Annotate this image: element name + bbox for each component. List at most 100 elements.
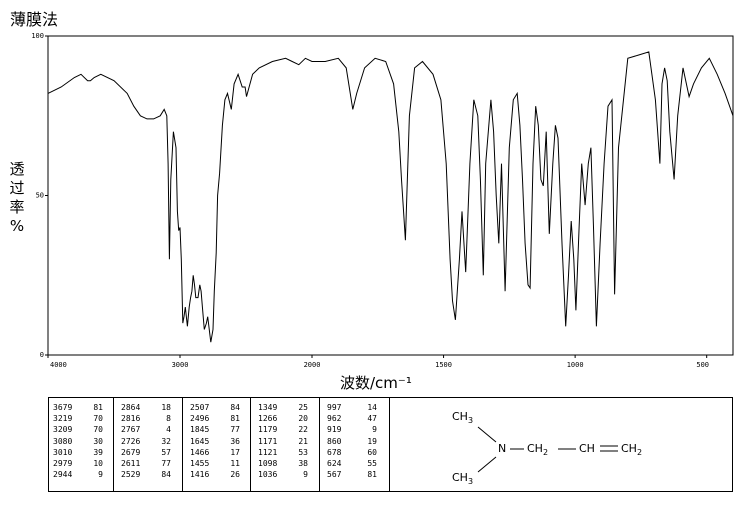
peak-transmittance: 19 <box>367 436 377 446</box>
x-tick-label: 500 <box>696 361 709 369</box>
peak-row: 2816 8 <box>121 413 171 424</box>
peak-column: 2864 18 2816 8 2767 4 2726 32 2679 57 2611 77 2529 84 <box>121 402 171 480</box>
peak-wavenumber: 567 <box>327 470 342 480</box>
peak-row: 2979 10 <box>53 458 103 469</box>
peak-transmittance: 39 <box>93 447 103 457</box>
peak-transmittance: 8 <box>166 414 171 424</box>
peak-wavenumber: 2507 <box>190 403 210 412</box>
peak-row: 997 14 <box>327 402 377 413</box>
peak-row: 3209 70 <box>53 424 103 435</box>
y-axis-label-char: 过 <box>9 179 25 197</box>
peak-wavenumber: 1179 <box>258 425 278 435</box>
peak-row: 2864 18 <box>121 402 171 413</box>
peak-transmittance: 11 <box>230 459 240 469</box>
plot-frame <box>47 35 734 356</box>
x-tick-label: 1500 <box>435 361 452 369</box>
peak-wavenumber: 919 <box>327 425 342 435</box>
peak-row: 2726 32 <box>121 436 171 447</box>
peak-wavenumber: 1455 <box>190 459 210 469</box>
peak-row: 3010 39 <box>53 447 103 458</box>
peak-row: 2679 57 <box>121 447 171 458</box>
x-axis-label: 波数/cm⁻¹ <box>340 374 412 392</box>
peak-transmittance: 9 <box>98 470 103 480</box>
peak-transmittance: 70 <box>93 425 103 435</box>
peak-wavenumber: 3010 <box>53 447 73 457</box>
peak-wavenumber: 962 <box>327 414 342 424</box>
peak-row: 1098 38 <box>258 458 308 469</box>
peak-row: 3219 70 <box>53 413 103 424</box>
peak-wavenumber: 1121 <box>258 447 278 457</box>
y-axis-ticks: 0 50 100 <box>31 32 48 359</box>
peak-transmittance: 81 <box>93 403 103 412</box>
peak-row: 1266 20 <box>258 413 308 424</box>
peak-transmittance: 17 <box>230 447 240 457</box>
peak-row: 1179 22 <box>258 424 308 435</box>
peak-row: 2507 84 <box>190 402 240 413</box>
peak-transmittance: 26 <box>230 470 240 480</box>
methine-group: CH <box>579 442 595 455</box>
peak-row: 2767 4 <box>121 424 171 435</box>
y-axis-label: 透 过 率 % <box>8 160 26 236</box>
peak-wavenumber: 860 <box>327 436 342 446</box>
spectrum-line <box>47 51 734 343</box>
peak-row: 1455 11 <box>190 458 240 469</box>
peak-wavenumber: 1349 <box>258 403 278 412</box>
methyl-group: CH3 <box>452 410 474 426</box>
peak-wavenumber: 2496 <box>190 414 210 424</box>
peak-row: 624 55 <box>327 458 377 469</box>
peak-row: 1416 26 <box>190 469 240 480</box>
peak-wavenumber: 2529 <box>121 470 141 480</box>
peak-row: 1845 77 <box>190 424 240 435</box>
peak-wavenumber: 2944 <box>53 470 73 480</box>
peak-row: 3679 81 <box>53 402 103 413</box>
peak-row: 2944 9 <box>53 469 103 480</box>
peak-column: 3679 81 3219 70 3209 70 3080 30 3010 39 2979 10 2944… <box>53 402 103 480</box>
peak-wavenumber: 2767 <box>121 425 141 435</box>
peak-transmittance: 25 <box>298 403 308 412</box>
table-divider <box>182 398 183 491</box>
peak-wavenumber: 1416 <box>190 470 210 480</box>
peak-transmittance: 21 <box>298 436 308 446</box>
peak-row: 678 60 <box>327 447 377 458</box>
x-tick-label: 4000 <box>50 361 67 369</box>
peak-row: 860 19 <box>327 436 377 447</box>
peak-row: 1171 21 <box>258 436 308 447</box>
peak-transmittance: 30 <box>93 436 103 446</box>
peak-transmittance: 4 <box>166 425 171 435</box>
y-axis-label-char: % <box>9 217 25 235</box>
peak-transmittance: 84 <box>230 403 240 412</box>
y-axis-label-char: 透 <box>9 160 25 178</box>
peak-wavenumber: 1098 <box>258 459 278 469</box>
peak-wavenumber: 2816 <box>121 414 141 424</box>
nitrogen-atom: N <box>498 442 507 455</box>
peak-row: 1466 17 <box>190 447 240 458</box>
peak-wavenumber: 1171 <box>258 436 278 446</box>
peak-transmittance: 38 <box>298 459 308 469</box>
peak-column: 2507 84 2496 81 1845 77 1645 36 1466 17 1455 11 1416… <box>190 402 240 480</box>
peak-transmittance: 10 <box>93 459 103 469</box>
x-axis-ticks: 4000 3000 2000 1500 1000 500 <box>47 355 709 369</box>
peak-wavenumber: 2679 <box>121 447 141 457</box>
y-tick-label: 100 <box>31 32 44 40</box>
peak-row: 2529 84 <box>121 469 171 480</box>
peak-wavenumber: 624 <box>327 459 342 469</box>
peak-wavenumber: 997 <box>327 403 342 412</box>
peak-wavenumber: 1645 <box>190 436 210 446</box>
peak-column: 1349 25 1266 20 1179 22 1171 21 1121 53 1098 38 1036… <box>258 402 308 480</box>
peak-column: 997 14 962 47 919 9 860 19 678 60 624 55 567 81 <box>327 402 377 480</box>
peak-row: 2496 81 <box>190 413 240 424</box>
peak-row: 567 81 <box>327 469 377 480</box>
peak-wavenumber: 2611 <box>121 459 141 469</box>
peak-row: 1036 9 <box>258 469 308 480</box>
peak-wavenumber: 1466 <box>190 447 210 457</box>
peak-transmittance: 14 <box>367 403 377 412</box>
peak-transmittance: 77 <box>230 425 240 435</box>
peak-row: 1121 53 <box>258 447 308 458</box>
y-axis-label-char: 率 <box>9 198 25 216</box>
peak-wavenumber: 2979 <box>53 459 73 469</box>
peak-transmittance: 57 <box>161 447 171 457</box>
peak-transmittance: 55 <box>367 459 377 469</box>
peak-row: 3080 30 <box>53 436 103 447</box>
peak-wavenumber: 3080 <box>53 436 73 446</box>
peak-transmittance: 9 <box>372 425 377 435</box>
